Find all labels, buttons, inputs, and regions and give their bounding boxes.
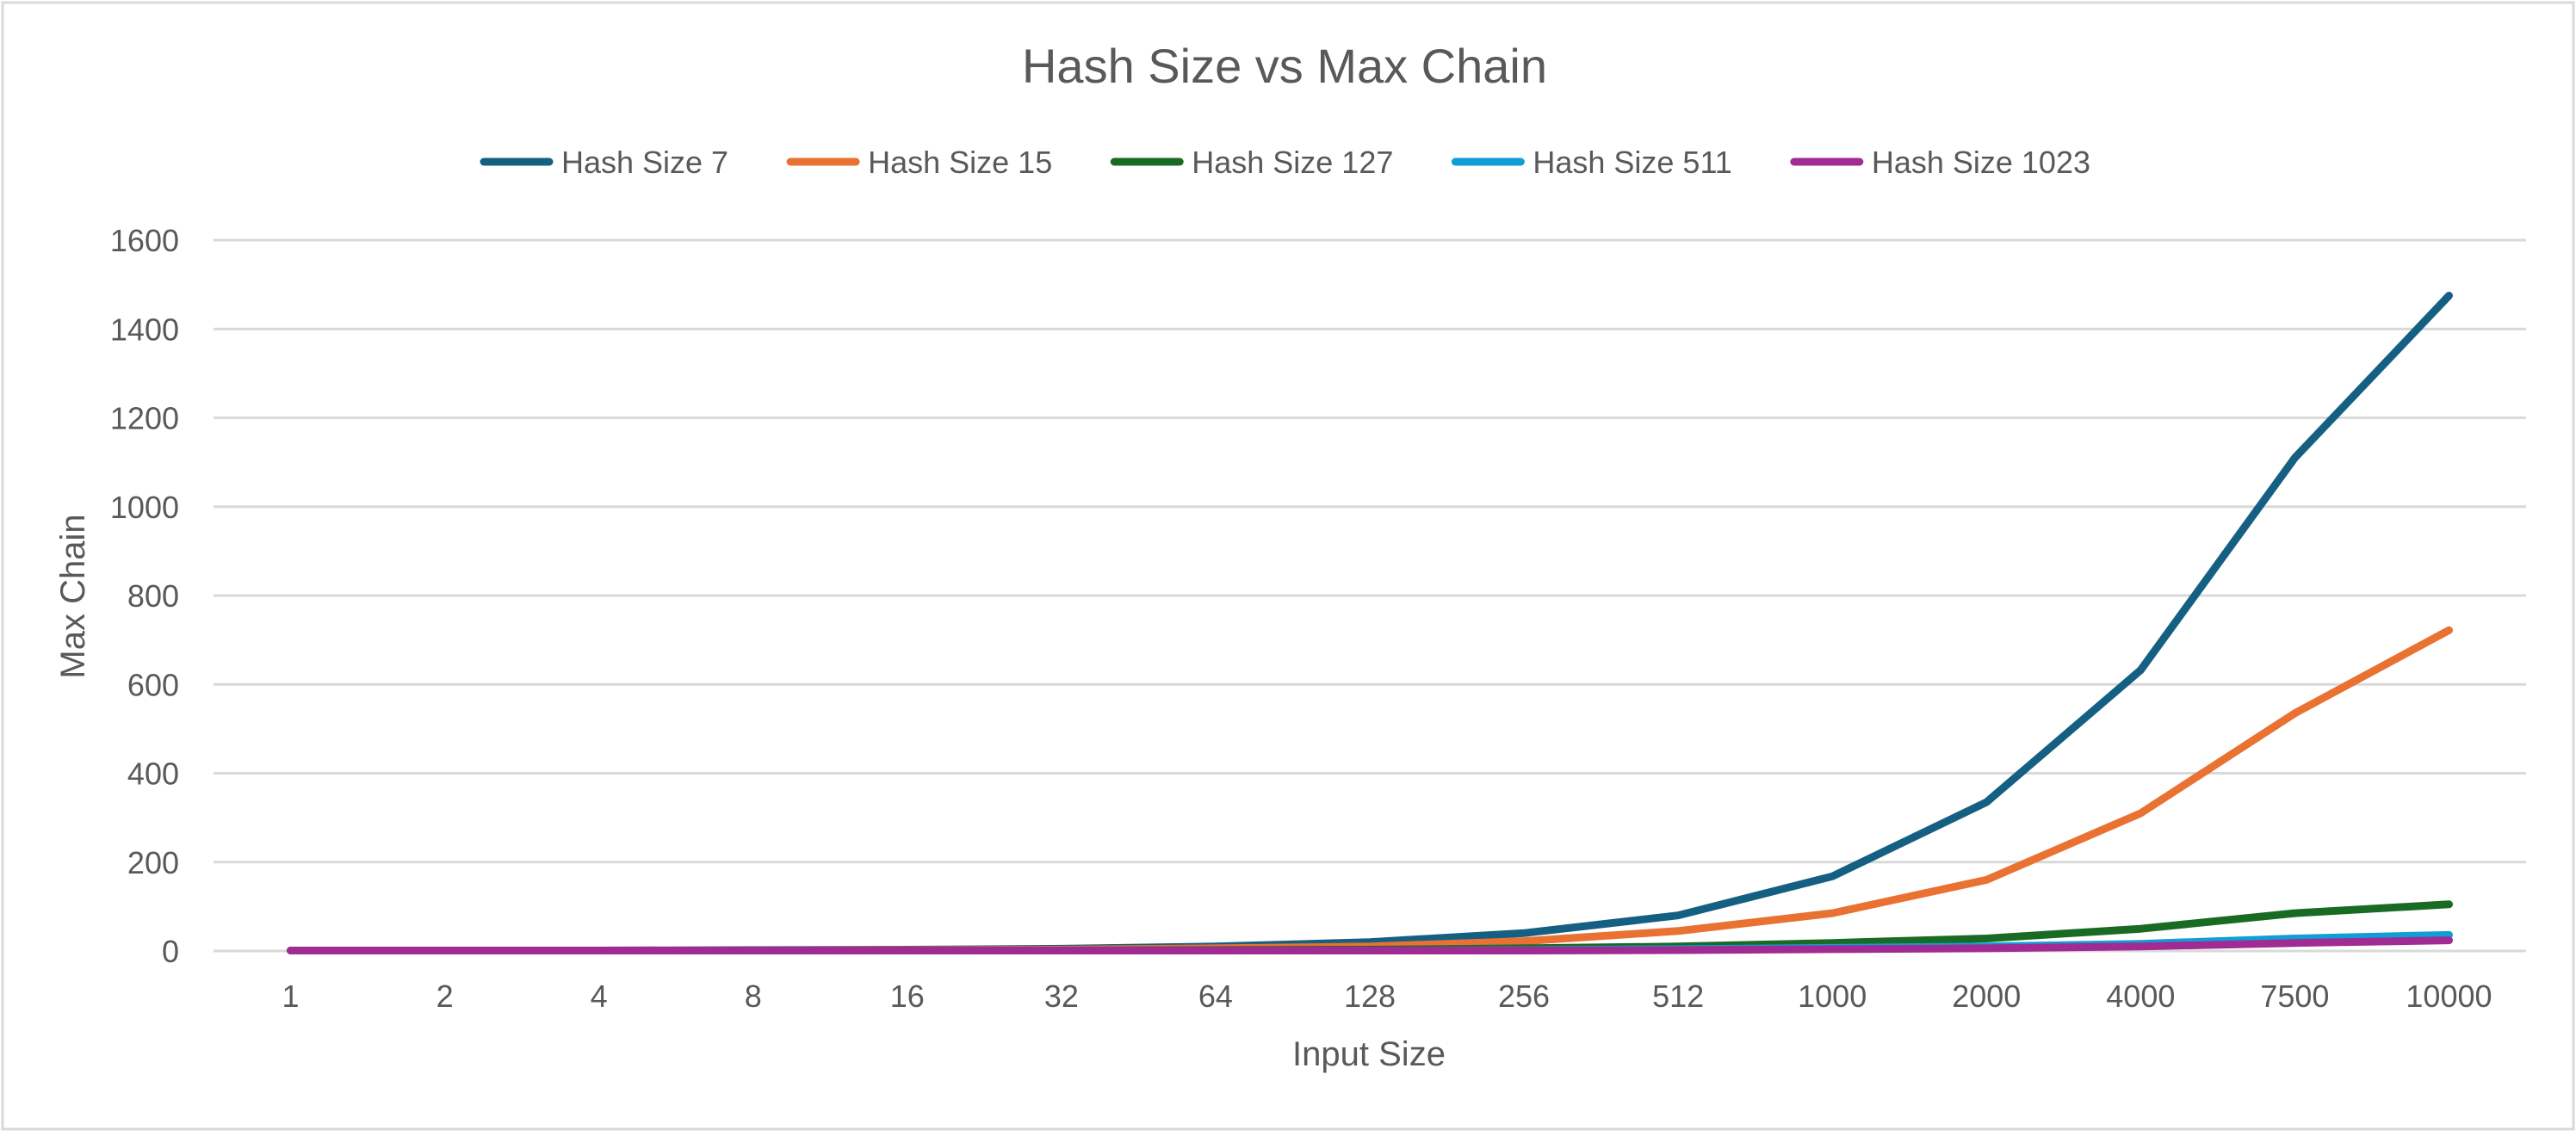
x-axis-tick-labels: 1 2 4 8 16 32 64 128 256 512 1000 2000 4000 7500 10000	[282, 979, 2492, 1014]
y-tick-label: 1000	[110, 490, 179, 525]
x-axis-label: Input Size	[1292, 1035, 1446, 1073]
legend-label: Hash Size 511	[1533, 145, 1731, 180]
legend-item: Hash Size 15	[786, 145, 1052, 180]
legend-item: Hash Size 127	[1110, 145, 1393, 180]
y-tick-label: 600	[127, 667, 179, 702]
legend-item: Hash Size 511	[1451, 145, 1732, 180]
y-tick-label: 800	[127, 578, 179, 614]
x-tick-label: 512	[1652, 979, 1704, 1014]
y-tick-label: 1600	[110, 223, 179, 258]
x-tick-label: 4000	[2106, 979, 2175, 1014]
x-tick-label: 2000	[1952, 979, 2021, 1014]
y-tick-label: 200	[127, 845, 179, 880]
y-tick-label: 0	[162, 934, 179, 969]
x-tick-label: 16	[890, 979, 925, 1014]
x-tick-label: 4	[591, 979, 608, 1014]
x-tick-label: 1	[282, 979, 300, 1014]
y-axis-tick-labels: 0 200 400 600 800 1000 1200 1400 1600	[110, 223, 179, 969]
x-tick-label: 64	[1198, 979, 1233, 1014]
legend-label: Hash Size 7	[561, 145, 728, 180]
x-tick-label: 1000	[1798, 979, 1867, 1014]
x-tick-label: 7500	[2260, 979, 2329, 1014]
x-tick-label: 32	[1044, 979, 1079, 1014]
x-tick-label: 128	[1344, 979, 1396, 1014]
x-tick-label: 2	[437, 979, 454, 1014]
y-tick-label: 400	[127, 756, 179, 792]
series-line-5	[287, 936, 2453, 954]
y-axis-label: Max Chain	[54, 514, 92, 678]
legend-label: Hash Size 127	[1192, 145, 1393, 180]
chart-legend: Hash Size 7 Hash Size 15 Hash Size 127 Hash…	[480, 145, 2090, 180]
x-tick-label: 8	[745, 979, 762, 1014]
legend-label: Hash Size 15	[868, 145, 1052, 180]
series-lines	[287, 292, 2453, 954]
x-tick-label: 256	[1498, 979, 1550, 1014]
y-tick-label: 1200	[110, 401, 179, 436]
y-tick-label: 1400	[110, 312, 179, 347]
legend-label: Hash Size 1023	[1872, 145, 2090, 180]
legend-item: Hash Size 7	[480, 145, 728, 180]
legend-item: Hash Size 1023	[1790, 145, 2090, 180]
chart-title: Hash Size vs Max Chain	[1022, 39, 1547, 93]
x-tick-label: 10000	[2406, 979, 2492, 1014]
